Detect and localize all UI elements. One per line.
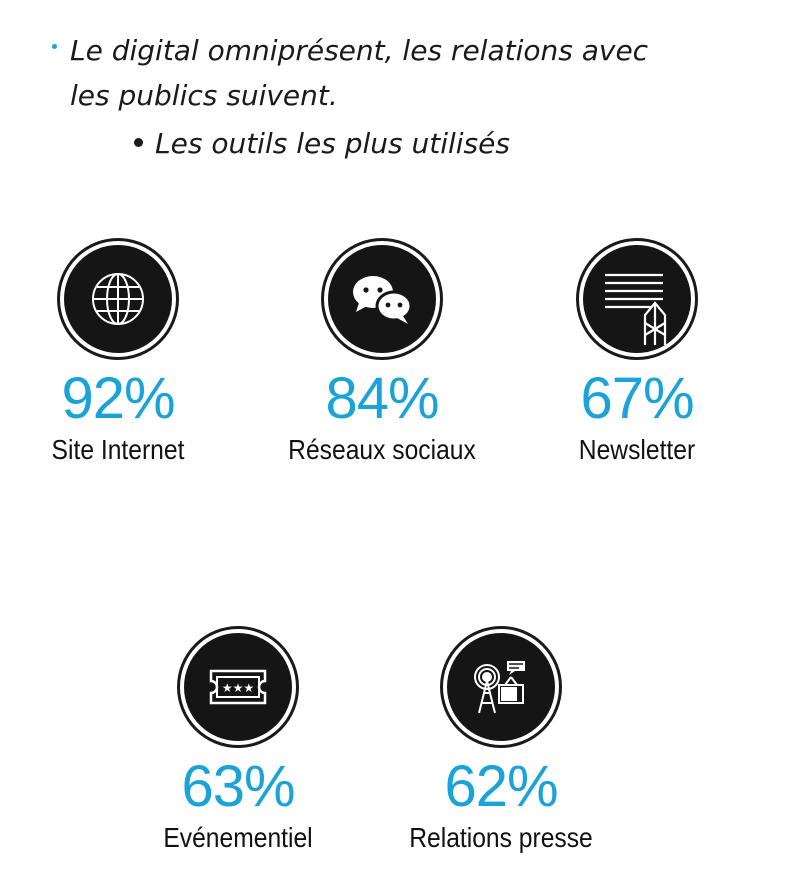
stat-relations-presse: 62% Relations presse — [391, 626, 611, 854]
stat-badge — [57, 238, 179, 360]
stat-badge — [440, 626, 562, 748]
subheading: Les outils les plus utilisés — [134, 127, 510, 160]
stat-percent: 67% — [580, 366, 694, 431]
heading-line-1: Le digital omniprésent, les relations av… — [70, 34, 649, 67]
newsletter-icon — [605, 273, 667, 345]
stat-newsletter: 67% Newsletter — [527, 238, 747, 466]
broadcast-tv-icon — [474, 661, 525, 714]
stat-percent: 92% — [61, 366, 175, 431]
stat-site-internet: 92% Site Internet — [8, 238, 228, 466]
stat-label: Site Internet — [51, 434, 185, 465]
stat-badge — [576, 238, 698, 360]
stat-badge — [321, 238, 443, 360]
heading-line-2: les publics suivent. — [70, 79, 338, 112]
subheading-text: Les outils les plus utilisés — [155, 127, 510, 160]
stat-percent: 62% — [444, 754, 558, 819]
stat-percent: 84% — [325, 366, 439, 431]
chat-bubbles-icon — [353, 276, 413, 324]
globe-icon — [92, 273, 144, 325]
ticket-icon: ★★★ — [209, 669, 267, 705]
stat-percent: 63% — [181, 754, 295, 819]
subheading-bullet — [134, 137, 143, 147]
heading-bullet — [52, 44, 57, 49]
stat-label: Newsletter — [578, 434, 696, 465]
stat-badge: ★★★ — [177, 626, 299, 748]
stat-label: Evénementiel — [163, 822, 313, 853]
svg-text:★★★: ★★★ — [222, 681, 254, 695]
stat-reseaux-sociaux: 84% Réseaux sociaux — [272, 238, 492, 466]
stat-label: Relations presse — [409, 822, 593, 853]
stat-label: Réseaux sociaux — [288, 434, 476, 465]
stat-evenementiel: ★★★ 63% Evénementiel — [128, 626, 348, 854]
